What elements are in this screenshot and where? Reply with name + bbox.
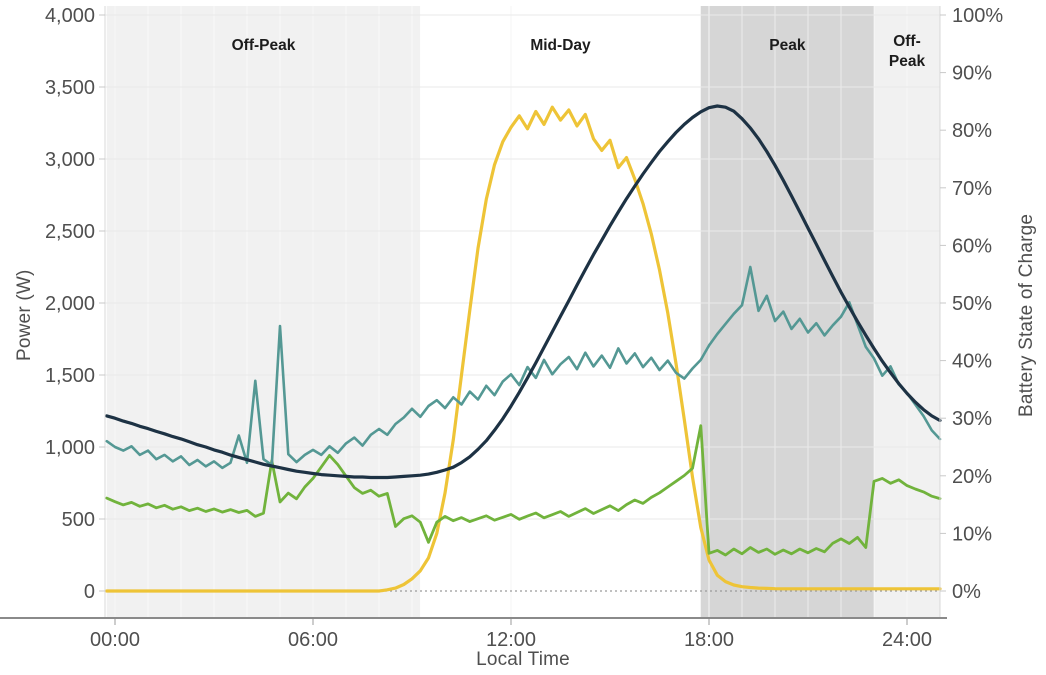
power-axis-title: Power (W) <box>14 269 35 361</box>
series-green-line <box>105 424 942 557</box>
series-gold-line <box>105 105 942 593</box>
region-label: Peak <box>769 37 806 54</box>
time-tick-label: 24:00 <box>882 629 932 651</box>
power-tick-label: 1,500 <box>45 365 95 387</box>
soc-tick-label: 0% <box>952 581 981 603</box>
soc-tick-label: 70% <box>952 178 992 200</box>
power-tick-label: 0 <box>84 581 95 603</box>
soc-tick-label: 60% <box>952 235 992 257</box>
soc-tick-label: 50% <box>952 293 992 315</box>
time-tick-label: 18:00 <box>684 629 734 651</box>
tou-region-band <box>106 6 421 618</box>
power-tick-label: 3,500 <box>45 77 95 99</box>
region-label: Off- <box>893 33 921 50</box>
power-tick-label: 1,000 <box>45 437 95 459</box>
soc-tick-label: 20% <box>952 466 992 488</box>
region-label: Peak <box>889 53 926 70</box>
soc-tick-label: 40% <box>952 351 992 373</box>
tou-region-band <box>420 6 701 618</box>
region-label: Off-Peak <box>232 37 296 54</box>
time-axis-title: Local Time <box>476 649 570 670</box>
series-navy-line <box>105 104 942 480</box>
region-label: Mid-Day <box>530 37 591 54</box>
tou-region-band <box>700 6 874 618</box>
time-tick-label: 06:00 <box>288 629 338 651</box>
power-tick-label: 3,000 <box>45 149 95 171</box>
power-tick-label: 2,000 <box>45 293 95 315</box>
power-tick-label: 500 <box>62 509 95 531</box>
time-tick-label: 12:00 <box>486 629 536 651</box>
power-tick-label: 4,000 <box>45 5 95 27</box>
soc-tick-label: 90% <box>952 63 992 85</box>
power-tick-label: 2,500 <box>45 221 95 243</box>
soc-axis-title: Battery State of Charge <box>1016 213 1037 417</box>
soc-tick-label: 10% <box>952 523 992 545</box>
soc-tick-label: 100% <box>952 5 1003 27</box>
soc-tick-label: 30% <box>952 408 992 430</box>
time-tick-label: 00:00 <box>90 629 140 651</box>
soc-tick-label: 80% <box>952 120 992 142</box>
